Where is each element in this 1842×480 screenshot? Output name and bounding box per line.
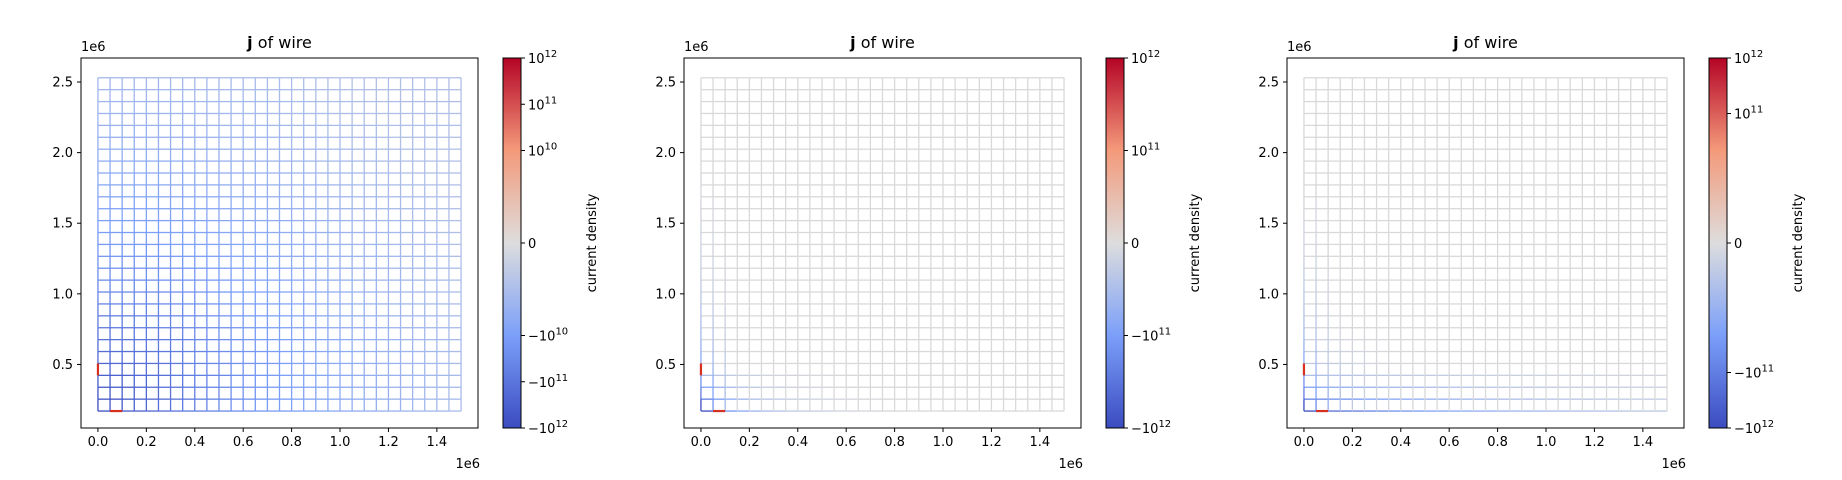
colorbar-tick-base: 10 [528,98,545,113]
chart-title-symbol: j [849,33,855,52]
colorbar-tick-label: −1012 [1131,419,1171,437]
chart-title-text: of wire [253,33,312,52]
x-tick-label: 0.8 [884,435,905,450]
colorbar-tick-base: 10 [1131,145,1148,160]
x-tick-label: 1.2 [378,435,399,450]
colorbar-tick-base: −10 [528,422,555,437]
chart-title: j of wire [849,33,915,52]
x-tick-label: 0.6 [836,435,857,450]
axes-frame [80,57,479,429]
colorbar-tick-exponent: 11 [545,95,558,106]
colorbar-tick-exponent: 10 [545,142,558,153]
colorbar-label: current density [1188,193,1203,292]
x-tick-label: 0.0 [691,435,712,450]
x-tick-label: 0.0 [88,435,109,450]
x-tick-label: 0.8 [281,435,302,450]
y-tick-label: 1.5 [52,217,73,232]
colorbar-tick-label: 1011 [1131,142,1160,160]
wire-grid [97,77,462,412]
colorbar-tick-label: 1010 [528,142,557,160]
colorbar-tick-exponent: 12 [1148,49,1161,60]
y-tick-label: 1.0 [52,287,73,302]
chart-title: j of wire [246,33,312,52]
axes-frame [683,57,1082,429]
colorbar-tick-exponent: 11 [1158,327,1171,338]
colorbar-tick-label: 0 [1131,237,1139,252]
x-tick-label: 1.0 [330,435,351,450]
x-tick-label: 0.2 [136,435,157,450]
x-offset-label: 1e6 [1058,457,1083,472]
colorbar-tick-label: 1012 [1131,49,1160,67]
subplot-3: 0.0 0.2 0.4 0.6 0.8 1.0 1.2 1.40.51.01.52.02.51… [1258,33,1806,472]
x-tick-label: 0.4 [787,435,808,450]
colorbar-tick-label: 0 [528,237,536,252]
colorbar-tick-label: −1012 [528,419,568,437]
y-tick-label: 0.5 [52,358,73,373]
subplot-1: 0.0 0.2 0.4 0.6 0.8 1.0 1.2 1.4 0.5 1.0 1.5 2.0 2.5 1… [52,33,600,472]
x-tick-label: 1.0 [933,435,954,450]
x-offset-label: 1e6 [455,457,480,472]
y-offset-label: 1e6 [684,40,709,55]
x-tick-label: 0.4 [184,435,205,450]
colorbar-tick-label: −1011 [1131,327,1171,345]
colorbar-tick-base: −10 [528,330,555,345]
wire-grid [1303,77,1668,412]
colorbar-tick-base: 10 [1131,52,1148,67]
chart-title-text: of wire [856,33,915,52]
colorbar-tick-exponent: 11 [1148,142,1161,153]
y-tick-label: 1.5 [655,217,676,232]
colorbar-tick-exponent: 12 [555,419,568,430]
colorbar-gradient [502,57,522,429]
colorbar-tick-label: 1012 [528,49,557,67]
x-tick-label: 0.2 [739,435,760,450]
x-tick-label: 1.4 [1030,435,1051,450]
wire-grid [700,77,1065,412]
y-offset-label: 1e6 [81,40,106,55]
colorbar-tick-label: −1010 [528,327,568,345]
colorbar-tick-base: 10 [528,145,545,160]
colorbar-tick-base: −10 [528,376,555,391]
x-tick-label: 1.2 [981,435,1002,450]
x-tick-label: 1.4 [427,435,448,450]
colorbar-gradient [1105,57,1125,429]
y-tick-label: 2.5 [52,76,73,91]
y-tick-label: 2.0 [655,146,676,161]
colorbar-label: current density [585,193,600,292]
colorbar-tick-label: 1011 [528,95,557,113]
y-tick-label: 2.5 [655,76,676,91]
colorbar-tick-exponent: 10 [555,327,568,338]
colorbar-tick-base: −10 [1131,422,1158,437]
x-tick-label: 0.6 [233,435,254,450]
colorbar-tick-exponent: 11 [555,373,568,384]
chart-title-symbol: j [246,33,252,52]
colorbar-tick-label: −1011 [528,373,568,391]
colorbar-tick-exponent: 12 [545,49,558,60]
colorbar-tick-base: 10 [528,52,545,67]
colorbar-tick-exponent: 12 [1158,419,1171,430]
y-tick-label: 1.0 [655,287,676,302]
y-tick-label: 2.0 [52,146,73,161]
subplot-2: 0.0 0.2 0.4 0.6 0.8 1.0 1.2 1.4 0.5 1.0 1.5 2.0 2.5 1… [655,33,1203,472]
y-tick-label: 0.5 [655,358,676,373]
colorbar-tick-base: −10 [1131,330,1158,345]
